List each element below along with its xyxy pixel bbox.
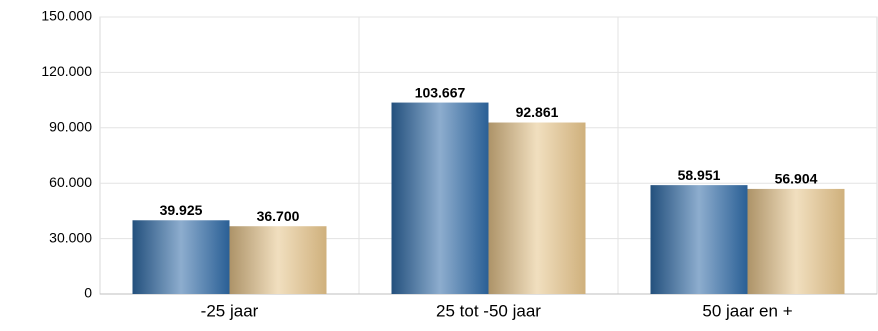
y-tick-label: 30.000 xyxy=(49,229,92,245)
bar xyxy=(229,226,327,294)
value-label: 58.951 xyxy=(678,167,721,183)
bar xyxy=(747,188,845,294)
x-tick-label: 25 tot -50 jaar xyxy=(436,301,541,320)
y-tick-label: 120.000 xyxy=(41,63,92,79)
y-tick-label: 90.000 xyxy=(49,119,92,135)
value-label: 39.925 xyxy=(160,202,203,218)
value-label: 36.700 xyxy=(257,208,300,224)
y-tick-label: 60.000 xyxy=(49,174,92,190)
bar xyxy=(132,220,230,294)
x-tick-label: -25 jaar xyxy=(201,301,259,320)
y-tick-label: 150.000 xyxy=(41,8,92,24)
bar xyxy=(488,122,586,294)
y-tick-label: 0 xyxy=(84,285,92,301)
x-tick-label: 50 jaar en + xyxy=(702,301,792,320)
bar xyxy=(650,185,748,294)
value-label: 92.861 xyxy=(516,104,559,120)
value-label: 103.667 xyxy=(415,84,466,100)
value-label: 56.904 xyxy=(775,171,818,187)
bar xyxy=(391,102,489,294)
